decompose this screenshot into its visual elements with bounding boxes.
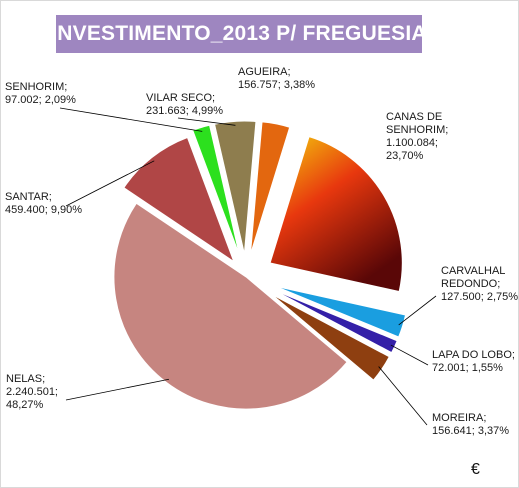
- data-label-agueira: AGUEIRA; 156.757; 3,38%: [238, 66, 315, 91]
- data-label-senhorim: SENHORIM; 97.002; 2,09%: [5, 81, 76, 106]
- pie-slice-agueira: [250, 121, 291, 254]
- data-label-moreira: MOREIRA; 156.641; 3,37%: [432, 412, 509, 437]
- pie-slice-santar: [123, 137, 235, 263]
- chart-title-banner: INVESTIMENTO_2013 P/ FREGUESIA: [51, 15, 427, 53]
- data-label-lapa-do-lobo: LAPA DO LOBO; 72.001; 1,55%: [432, 349, 515, 374]
- pie-slice-nelas: [113, 202, 348, 410]
- pie-slice-canas-de-senhorim: [269, 136, 403, 292]
- pie-slice-moreira: [272, 294, 390, 381]
- leader-line-senhorim: [59, 107, 203, 132]
- pie-slice-senhorim: [192, 124, 240, 255]
- currency-symbol: €: [471, 461, 480, 478]
- data-label-nelas: NELAS; 2.240.501; 48,27%: [6, 373, 58, 411]
- pie-slice-vilar-seco: [214, 120, 257, 254]
- chart-title: INVESTIMENTO_2013 P/ FREGUESIA: [51, 22, 427, 45]
- leader-line-vilar-seco: [177, 117, 236, 126]
- leader-line-santar: [65, 160, 155, 207]
- leader-line-carvalhal-redondo: [398, 295, 437, 326]
- leader-line-nelas: [65, 378, 170, 401]
- data-label-santar: SANTAR; 459.400; 9,90%: [5, 191, 82, 216]
- leader-line-moreira: [378, 366, 428, 426]
- data-label-carvalhal-redondo: CARVALHAL REDONDO; 127.500; 2,75%: [441, 265, 518, 303]
- data-label-canas-de-senhorim: CANAS DE SENHORIM; 1.100.084; 23,70%: [386, 111, 448, 162]
- leader-line-lapa-do-lobo: [390, 344, 429, 366]
- data-label-vilar-seco: VILAR SECO; 231.663; 4,99%: [146, 92, 223, 117]
- pie-slice-carvalhal-redondo: [276, 286, 406, 338]
